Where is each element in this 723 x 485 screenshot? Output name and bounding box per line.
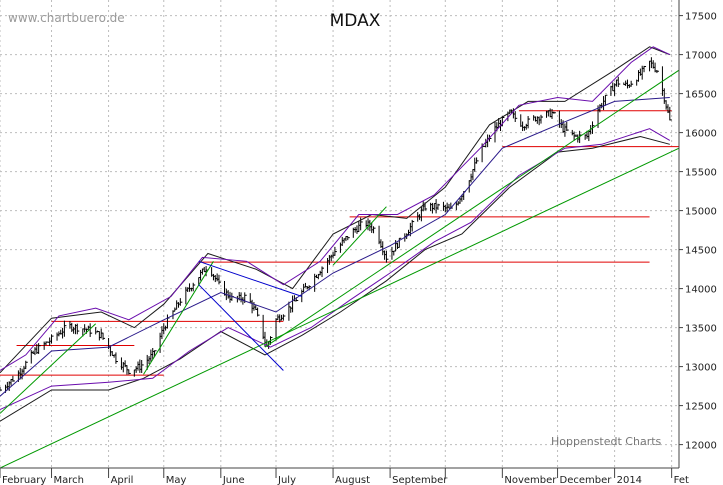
y-tick-label: 13500 [685,324,717,335]
trend-line [264,69,680,348]
series-line [0,46,670,374]
y-tick-label: 14000 [685,285,717,296]
support-resistance-lines [0,110,679,376]
x-tick-label: August [335,475,370,485]
trend-line [0,323,97,414]
credit: Hoppenstedt Charts [551,435,662,448]
trend-line [198,284,284,371]
y-tick-label: 16500 [685,90,717,101]
x-tick-label: May [166,475,187,485]
y-tick-label: 15000 [685,207,717,218]
y-tick-label: 16000 [685,129,717,140]
y-tick-label: 13000 [685,363,717,374]
y-tick-label: 17000 [685,51,717,62]
trend-lines [0,69,680,469]
y-tick-label: 14500 [685,246,717,257]
watermark: www.chartbuero.de [8,11,125,25]
x-tick-label: February [2,475,46,485]
trend-line [143,261,214,375]
series-line [0,97,670,397]
series-group [0,46,672,422]
trend-line [198,260,302,297]
series-line [0,46,671,371]
trend-line [332,206,387,266]
y-tick-label: 12500 [685,402,717,413]
chart-title: MDAX [330,11,381,31]
series-line [0,135,670,422]
y-tick-label: 12000 [685,441,717,452]
x-tick-label: March [54,475,84,485]
series-line [0,128,671,410]
y-tick-label: 15500 [685,168,717,179]
x-tick-label: September [392,475,448,485]
x-tick-label: December [560,475,613,485]
x-tick-label: June [222,475,245,485]
trend-line [0,147,680,469]
x-tick-label: July [277,475,296,485]
y-tick-label: 17500 [685,12,717,23]
x-tick-label: April [111,475,134,485]
x-tick-label: Fet [674,475,689,485]
x-tick-label: November [504,475,557,485]
x-tick-label: 2014 [617,475,642,485]
